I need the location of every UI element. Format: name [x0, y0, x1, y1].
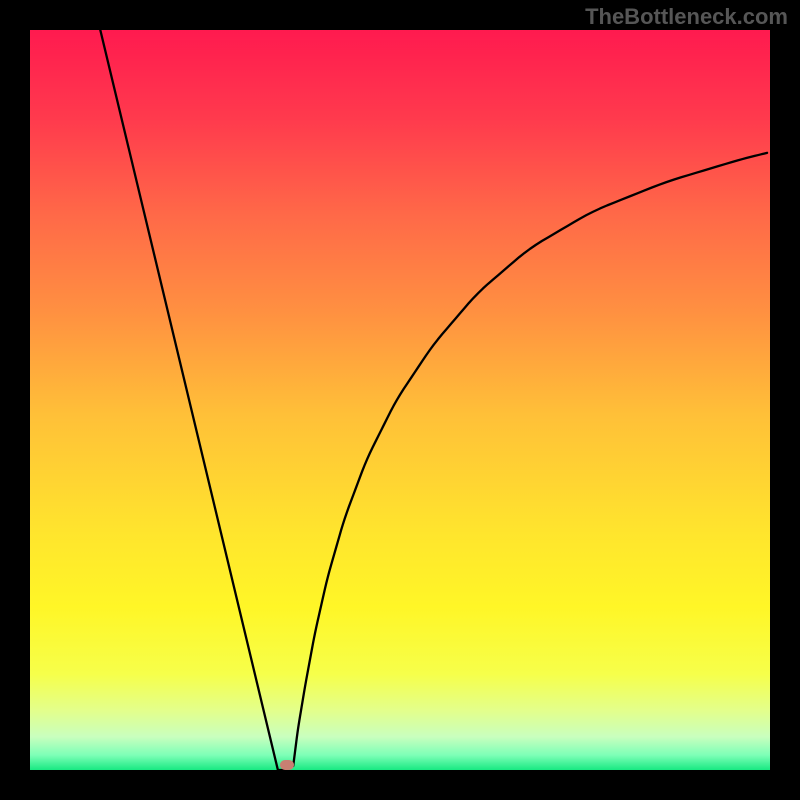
chart-outer: TheBottleneck.com [0, 0, 800, 800]
curve-layer [30, 30, 770, 770]
minimum-marker [280, 760, 294, 770]
curve-path [100, 30, 767, 770]
plot-area [30, 30, 770, 770]
watermark-text: TheBottleneck.com [585, 4, 788, 30]
